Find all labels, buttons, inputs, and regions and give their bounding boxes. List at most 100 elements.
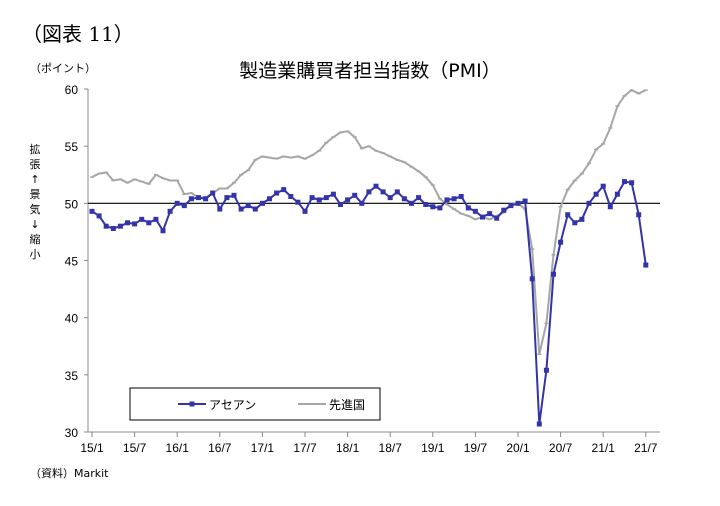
x-tick-label: 19/1 bbox=[421, 441, 445, 455]
data-point bbox=[451, 196, 457, 202]
data-point bbox=[188, 196, 194, 202]
data-point bbox=[245, 203, 251, 209]
data-point bbox=[366, 189, 372, 195]
y-tick-label: 55 bbox=[65, 140, 79, 154]
data-point bbox=[125, 220, 130, 226]
data-point bbox=[210, 190, 216, 196]
legend-marker bbox=[189, 401, 195, 407]
data-point bbox=[316, 197, 322, 203]
x-tick-label: 15/7 bbox=[123, 441, 147, 455]
data-point bbox=[629, 180, 635, 186]
data-point bbox=[203, 196, 209, 202]
y-axis-side-label: 拡張↑景気↓縮小 bbox=[29, 143, 41, 261]
data-point bbox=[409, 200, 414, 206]
data-point bbox=[551, 271, 556, 277]
data-point bbox=[117, 223, 123, 229]
data-point bbox=[259, 200, 265, 206]
data-point bbox=[196, 195, 201, 201]
data-point bbox=[430, 204, 436, 210]
data-point bbox=[103, 223, 109, 229]
data-point bbox=[458, 193, 464, 199]
data-point bbox=[586, 200, 592, 206]
data-point bbox=[132, 221, 138, 227]
data-point bbox=[423, 201, 429, 207]
data-point bbox=[572, 220, 578, 226]
x-tick-label: 21/1 bbox=[592, 441, 616, 455]
x-tick-label: 18/7 bbox=[379, 441, 403, 455]
data-point bbox=[96, 213, 102, 219]
data-point bbox=[622, 179, 627, 185]
data-point bbox=[614, 191, 620, 197]
data-point bbox=[465, 205, 471, 211]
legend-label: アセアン bbox=[209, 398, 256, 412]
source-note: （資料）Markit bbox=[30, 467, 109, 480]
data-point bbox=[345, 197, 351, 203]
data-point bbox=[267, 196, 272, 202]
data-point bbox=[543, 367, 549, 373]
figure-label: （図表 11） bbox=[22, 22, 134, 46]
legend: アセアン 先進国 bbox=[129, 387, 381, 421]
data-point bbox=[309, 195, 315, 201]
x-tick-label: 17/1 bbox=[251, 441, 275, 455]
data-point bbox=[565, 212, 571, 218]
x-tick-label: 19/7 bbox=[464, 441, 488, 455]
y-tick-label: 50 bbox=[65, 197, 79, 211]
data-point bbox=[558, 239, 564, 245]
data-point bbox=[600, 183, 606, 189]
y-axis-unit: （ポイント） bbox=[30, 62, 96, 75]
y-tick-label: 45 bbox=[65, 255, 79, 269]
data-point bbox=[636, 212, 642, 218]
x-tick-label: 18/1 bbox=[336, 441, 360, 455]
data-point bbox=[494, 215, 500, 221]
y-tick-label: 30 bbox=[65, 426, 79, 440]
data-point bbox=[110, 225, 116, 231]
legend-box bbox=[129, 387, 381, 421]
data-point bbox=[487, 211, 493, 217]
data-point bbox=[323, 195, 329, 201]
data-point bbox=[352, 192, 358, 198]
data-point bbox=[252, 206, 258, 212]
data-point bbox=[224, 195, 230, 201]
data-point bbox=[394, 189, 400, 195]
data-point bbox=[167, 208, 173, 214]
data-point bbox=[238, 206, 244, 212]
data-point bbox=[231, 192, 237, 198]
x-tick-label: 20/7 bbox=[549, 441, 573, 455]
data-point bbox=[181, 203, 187, 209]
data-point bbox=[295, 199, 301, 205]
chart-title: 製造業購買者担当指数（PMI） bbox=[239, 60, 501, 82]
data-point bbox=[160, 228, 166, 234]
data-point bbox=[579, 216, 585, 222]
data-point bbox=[437, 205, 443, 211]
data-point bbox=[302, 208, 308, 214]
data-point bbox=[274, 190, 280, 196]
data-point bbox=[529, 276, 535, 282]
x-tick-label: 17/7 bbox=[293, 441, 317, 455]
data-point bbox=[330, 191, 336, 197]
data-point bbox=[153, 216, 159, 222]
data-point bbox=[359, 200, 365, 206]
data-point bbox=[387, 195, 393, 201]
x-tick-label: 21/7 bbox=[634, 441, 658, 455]
x-tick-label: 16/7 bbox=[208, 441, 232, 455]
data-point bbox=[338, 201, 343, 207]
data-point bbox=[536, 421, 542, 427]
data-point bbox=[373, 183, 379, 189]
series-line-1 bbox=[91, 88, 647, 355]
data-point bbox=[444, 197, 450, 203]
data-point bbox=[607, 204, 613, 210]
data-point bbox=[217, 206, 223, 212]
x-tick-label: 16/1 bbox=[166, 441, 190, 455]
y-tick-label: 40 bbox=[65, 312, 79, 326]
data-point bbox=[288, 193, 294, 199]
y-tick-label: 60 bbox=[65, 83, 79, 97]
y-tick-label: 35 bbox=[65, 369, 79, 383]
x-tick-label: 20/1 bbox=[506, 441, 530, 455]
data-point bbox=[281, 187, 287, 193]
data-point bbox=[515, 200, 521, 206]
x-tick-label: 15/1 bbox=[80, 441, 104, 455]
legend-label: 先進国 bbox=[329, 398, 365, 412]
data-point bbox=[89, 208, 95, 214]
